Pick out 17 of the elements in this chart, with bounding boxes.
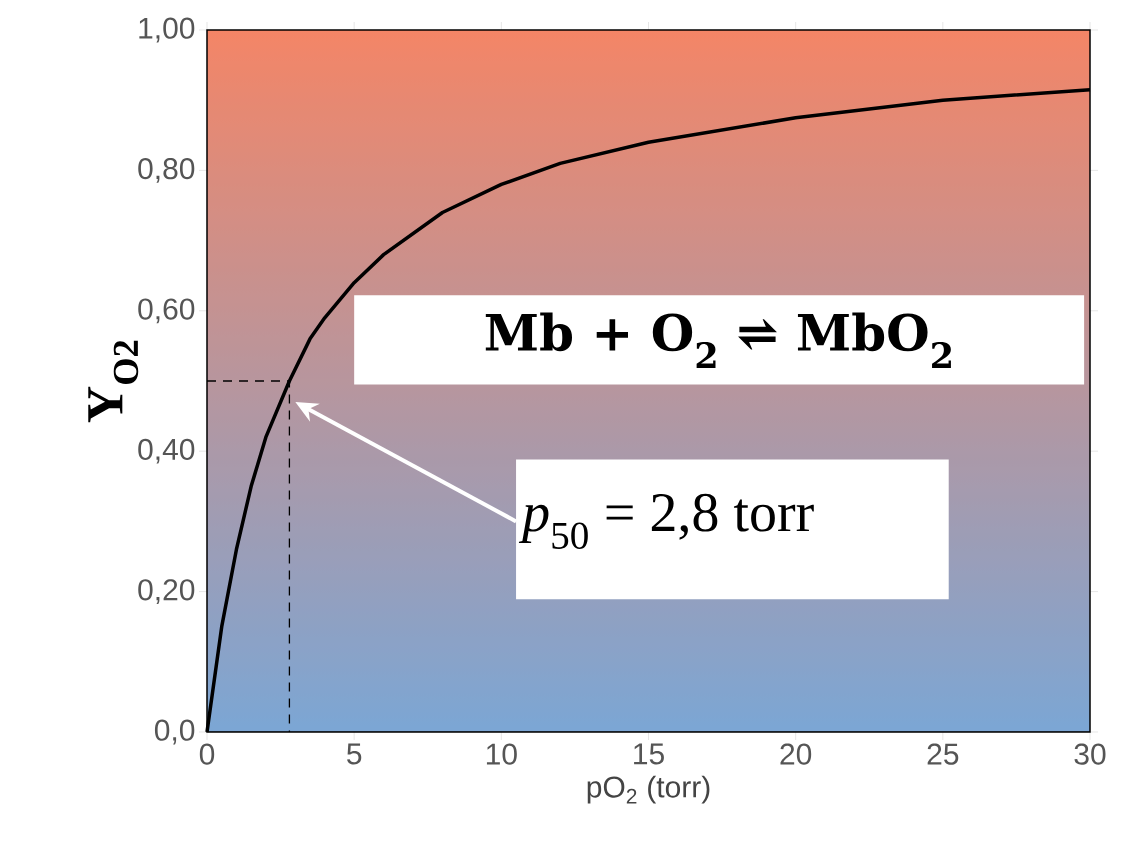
x-tick-label: 15 (634, 743, 664, 765)
x-tick-label: 20 (780, 743, 812, 765)
y-tick-label: 0,40 (138, 438, 195, 464)
x-axis-title: pO$_{2}$ (torr) (587, 775, 710, 804)
x-tick-label: 0 (199, 743, 215, 765)
annotation: p$_{50}$ = 2,8 torr (518, 493, 814, 549)
y-tick-label: 0,0 (154, 719, 195, 745)
x-tick-label: 25 (927, 743, 959, 765)
y-tick-label: 0,20 (138, 579, 195, 604)
x-tick-label: 5 (347, 743, 362, 765)
annotation: Mb + O$_{2}$ ⇌ MbO$_{2}$ (485, 312, 951, 368)
y-tick-label: 0,60 (138, 298, 195, 324)
y-tick-label: 1,00 (139, 17, 195, 43)
x-tick-label: 30 (1074, 743, 1106, 765)
y-tick-label: 0,80 (138, 157, 195, 183)
x-tick-label: 10 (486, 743, 517, 765)
y-axis-title: Y$_{O2}$ (88, 340, 139, 423)
